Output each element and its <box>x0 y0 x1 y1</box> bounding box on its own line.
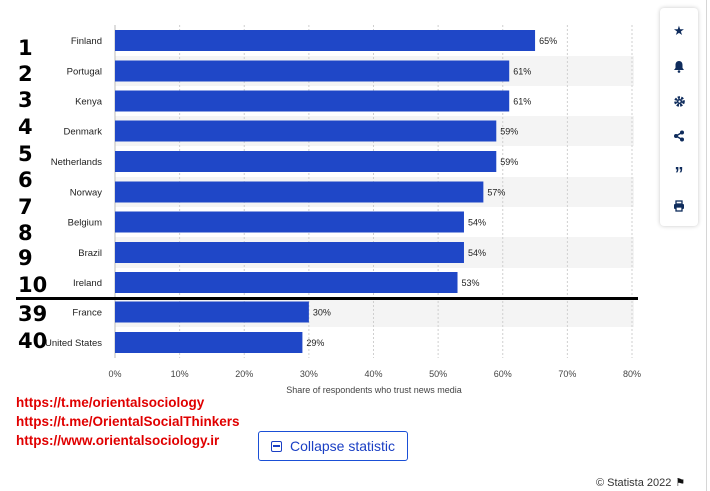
data-label: 54% <box>468 248 486 258</box>
share-icon <box>674 130 684 142</box>
category-label: Netherlands <box>51 157 102 168</box>
bar[interactable] <box>115 301 309 323</box>
favorite-button[interactable]: ★ <box>660 18 698 44</box>
bell-icon <box>674 60 684 73</box>
notification-button[interactable] <box>660 53 698 79</box>
rank-number: 4 <box>18 115 33 139</box>
flag-icon[interactable]: ⚑ <box>675 477 686 489</box>
rank-number: 6 <box>18 168 33 192</box>
telegram-link-2[interactable]: https://t.me/OrientalSocialThinkers <box>16 414 240 429</box>
category-label: Portugal <box>67 67 102 78</box>
data-label: 59% <box>500 127 518 137</box>
website-link[interactable]: https://www.orientalsociology.ir <box>16 433 220 448</box>
category-label: Brazil <box>78 248 102 259</box>
print-icon <box>674 200 684 212</box>
frame-border <box>706 0 707 491</box>
bar[interactable] <box>115 151 497 172</box>
cite-button[interactable]: ” <box>660 158 698 184</box>
category-label: Kenya <box>75 97 103 108</box>
category-label: Belgium <box>68 218 102 229</box>
data-label: 65% <box>539 36 557 46</box>
collapse-icon <box>270 440 282 452</box>
bar[interactable] <box>115 120 497 142</box>
data-label: 30% <box>313 308 331 318</box>
x-tick-label: 60% <box>494 369 512 379</box>
category-label: United States <box>45 338 102 349</box>
x-tick-label: 20% <box>235 369 253 379</box>
collapse-statistic-button[interactable]: Collapse statistic <box>258 431 408 461</box>
promo-links: https://t.me/orientalsociology https://t… <box>16 393 240 450</box>
data-label: 29% <box>306 338 324 348</box>
bar[interactable] <box>115 211 464 233</box>
bar[interactable] <box>115 30 536 51</box>
settings-button[interactable] <box>660 88 698 114</box>
statista-credit: © Statista 2022 ⚑ <box>596 476 686 490</box>
category-label: Ireland <box>73 278 102 289</box>
x-tick-label: 30% <box>300 369 318 379</box>
rank-number: 40 <box>18 329 48 353</box>
rank-number: 39 <box>18 302 48 326</box>
rank-number: 2 <box>18 62 33 86</box>
rank-number: 3 <box>18 88 33 112</box>
bar[interactable] <box>115 90 510 112</box>
data-label: 59% <box>500 157 518 167</box>
category-label: France <box>72 308 102 319</box>
x-tick-label: 0% <box>108 369 121 379</box>
data-label: 57% <box>487 188 505 198</box>
category-label: Denmark <box>63 127 102 138</box>
quote-icon: ” <box>674 164 684 184</box>
share-button[interactable] <box>660 123 698 149</box>
category-label: Norway <box>70 188 102 199</box>
x-tick-label: 70% <box>558 369 576 379</box>
rank-number: 8 <box>18 221 33 245</box>
data-label: 61% <box>513 67 531 77</box>
bar[interactable] <box>115 242 464 263</box>
x-axis-label: Share of respondents who trust news medi… <box>286 385 462 395</box>
x-tick-label: 80% <box>623 369 641 379</box>
rank-number: 7 <box>18 195 33 219</box>
chart-toolbar: ★ ” <box>660 8 698 226</box>
bar[interactable] <box>115 332 303 353</box>
bar[interactable] <box>115 60 510 82</box>
x-tick-label: 40% <box>364 369 382 379</box>
rank-number: 10 <box>18 273 48 297</box>
data-label: 54% <box>468 218 486 228</box>
x-tick-label: 50% <box>429 369 447 379</box>
data-label: 61% <box>513 97 531 107</box>
telegram-link-1[interactable]: https://t.me/orientalsociology <box>16 395 205 410</box>
rank-number: 5 <box>18 142 33 166</box>
gear-icon <box>673 95 685 107</box>
rank-number: 1 <box>18 36 33 60</box>
rank-number: 9 <box>18 246 33 270</box>
bar[interactable] <box>115 181 484 203</box>
credit-text[interactable]: © Statista 2022 <box>596 476 672 489</box>
data-label: 53% <box>462 278 480 288</box>
star-icon: ★ <box>673 23 685 38</box>
bar-chart: 65%61%61%59%59%57%54%54%53%30%29% Finlan… <box>16 25 641 395</box>
collapse-label: Collapse statistic <box>289 438 396 454</box>
x-tick-label: 10% <box>171 369 189 379</box>
print-button[interactable] <box>660 193 698 219</box>
category-label: Finland <box>71 36 102 47</box>
bar[interactable] <box>115 272 458 293</box>
